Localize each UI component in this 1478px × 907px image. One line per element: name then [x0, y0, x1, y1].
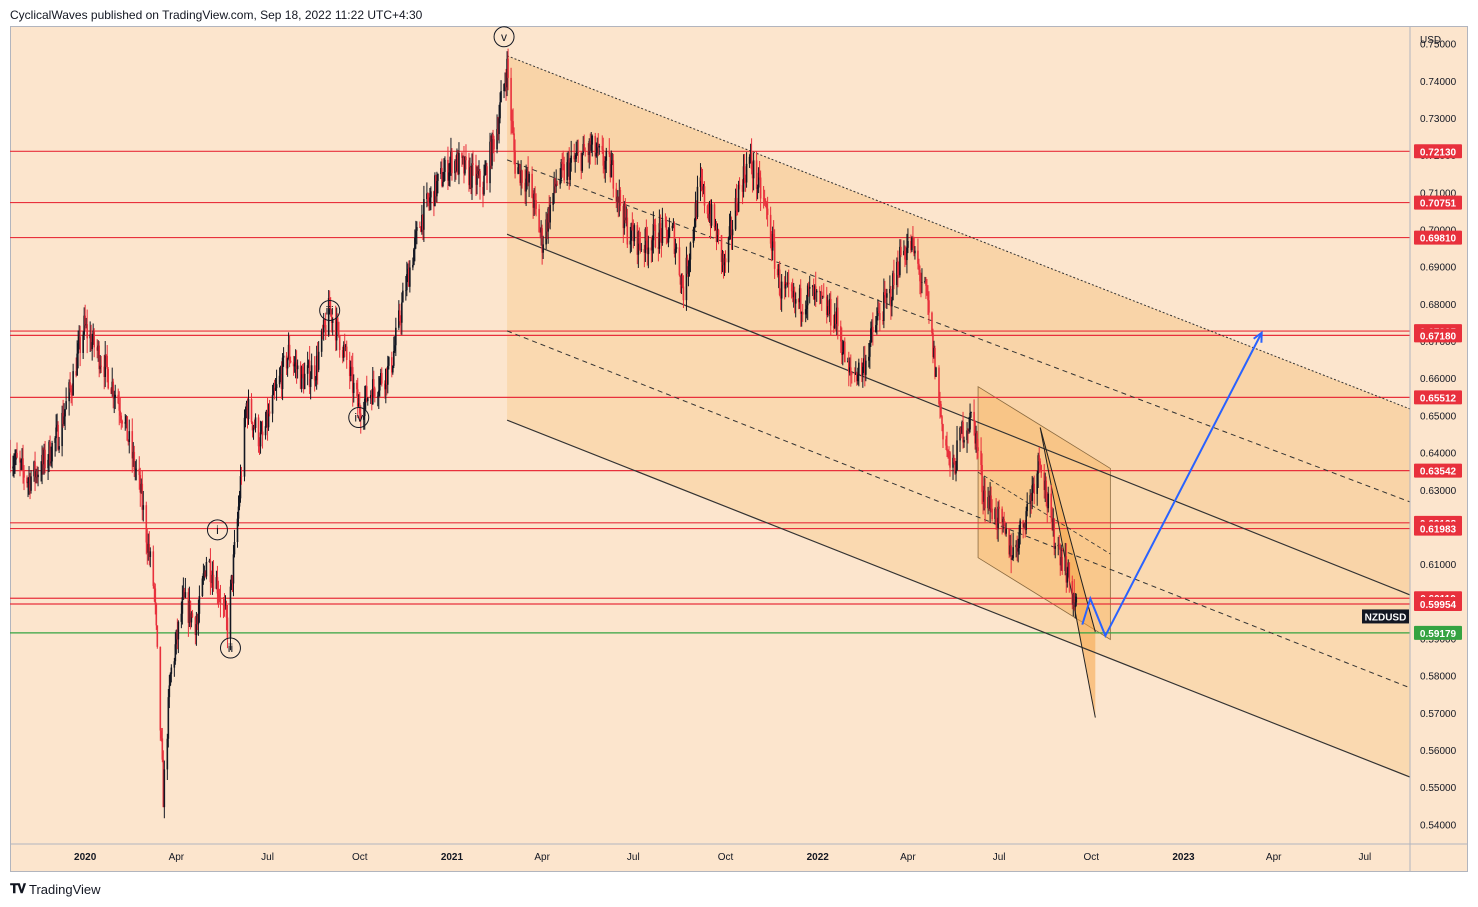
price-tick-label: 0.75000	[1420, 40, 1457, 51]
time-tick-label: Jul	[993, 852, 1006, 863]
level-label-4: 0.67180	[1420, 331, 1457, 342]
upper-channel-fill	[507, 55, 1410, 595]
price-tick-label: 0.66000	[1420, 374, 1457, 385]
price-tick-label: 0.57000	[1420, 709, 1457, 720]
level-label-10: 0.59954	[1420, 600, 1457, 611]
price-tick-label: 0.71000	[1420, 188, 1457, 199]
wave-label-circle-iii	[319, 299, 341, 321]
price-tick-label: 0.74000	[1420, 77, 1457, 88]
symbol-label: NZDUSD	[1365, 612, 1407, 623]
level-label-0: 0.72130	[1420, 147, 1457, 158]
level-tag-5	[1414, 390, 1462, 405]
main-channel-upper[interactable]	[506, 55, 1411, 410]
main-channel-lower[interactable]	[506, 419, 1411, 778]
wave-label-iv: iv	[354, 411, 363, 425]
time-tick-label: 2020	[74, 852, 97, 863]
price-axis: 0.750000.740000.730000.720000.710000.700…	[1362, 40, 1462, 831]
level-tag-4	[1414, 328, 1462, 343]
price-tick-label: 0.55000	[1420, 783, 1457, 794]
time-axis: 2020 Apr Jul Oct 2021 Apr Jul Oct 2022 Apr Jul Oct 2…	[74, 852, 1371, 863]
level-tag-10	[1414, 597, 1462, 612]
level-label-2: 0.69810	[1420, 234, 1457, 245]
symbol-tag	[1362, 609, 1409, 624]
level-tag-11	[1414, 625, 1462, 640]
wave-label-ii: ii	[228, 641, 233, 655]
channel-fills	[507, 55, 1410, 778]
price-tick-label: 0.69000	[1420, 263, 1457, 274]
footer: 𝐓𝐕 TradingView	[10, 881, 101, 897]
trend-channels	[506, 55, 1411, 778]
wave-label-v: v	[501, 30, 507, 44]
wave-label-circle-iv	[348, 407, 370, 429]
price-tick-label: 0.65000	[1420, 411, 1457, 422]
main-channel-mid[interactable]	[506, 233, 1411, 596]
wave-label-i: i	[216, 523, 219, 537]
price-tick-label: 0.59000	[1420, 635, 1457, 646]
time-tick-label: Jul	[1359, 852, 1372, 863]
wave-label-iii: iii	[326, 303, 334, 317]
chart-area[interactable]	[10, 26, 1468, 872]
small-channel-mid	[977, 471, 1111, 555]
time-tick-label: Oct	[352, 852, 368, 863]
level-label-6: 0.63542	[1420, 467, 1457, 478]
level-tag-8	[1414, 521, 1462, 536]
tradingview-logo-icon[interactable]: 𝐓𝐕	[10, 881, 26, 896]
level-tag-1	[1414, 195, 1462, 210]
level-tag-6	[1414, 463, 1462, 478]
publisher-caption: CyclicalWaves published on TradingView.c…	[10, 8, 423, 22]
price-tick-label: 0.68000	[1420, 300, 1457, 311]
time-tick-label: Apr	[169, 852, 185, 863]
price-tick-label: 0.73000	[1420, 114, 1457, 125]
price-tick-label: 0.64000	[1420, 449, 1457, 460]
price-tick-label: 0.58000	[1420, 672, 1457, 683]
level-label-1: 0.70751	[1420, 199, 1457, 210]
price-tick-label: 0.61000	[1420, 560, 1457, 571]
price-tick-label: 0.67000	[1420, 337, 1457, 348]
projection-path[interactable]	[1081, 332, 1263, 639]
time-tick-label: Apr	[1266, 852, 1282, 863]
wave-projection	[1081, 330, 1263, 639]
wave-label-circle-i	[206, 519, 228, 541]
time-tick-label: 2022	[807, 852, 830, 863]
candles	[10, 48, 1078, 819]
level-tag-2	[1414, 230, 1462, 245]
wave-label-circle-v	[493, 26, 515, 48]
footer-brand[interactable]: TradingView	[29, 881, 101, 897]
currency-label: USD	[1420, 35, 1441, 46]
time-tick-label: Oct	[718, 852, 734, 863]
price-levels	[10, 150, 1410, 634]
main-channel-mid-upper[interactable]	[506, 159, 1411, 503]
wave-label-circle-ii	[219, 637, 241, 659]
time-tick-label: Jul	[261, 852, 274, 863]
level-label-11: 0.59179	[1420, 629, 1457, 640]
level-tag-0	[1414, 144, 1462, 159]
wedge-edge-0	[1039, 427, 1096, 633]
time-tick-label: 2023	[1172, 852, 1195, 863]
time-tick-label: Apr	[900, 852, 916, 863]
price-tick-label: 0.56000	[1420, 746, 1457, 757]
level-label-8: 0.61983	[1420, 525, 1457, 536]
time-tick-label: Apr	[534, 852, 550, 863]
price-tick-label: 0.54000	[1420, 820, 1457, 831]
level-label-5: 0.65512	[1420, 393, 1457, 404]
time-tick-label: Oct	[1084, 852, 1100, 863]
projection-arrowhead-icon	[1253, 330, 1263, 343]
time-tick-label: 2021	[441, 852, 464, 863]
time-tick-label: Jul	[627, 852, 640, 863]
price-tick-label: 0.63000	[1420, 486, 1457, 497]
